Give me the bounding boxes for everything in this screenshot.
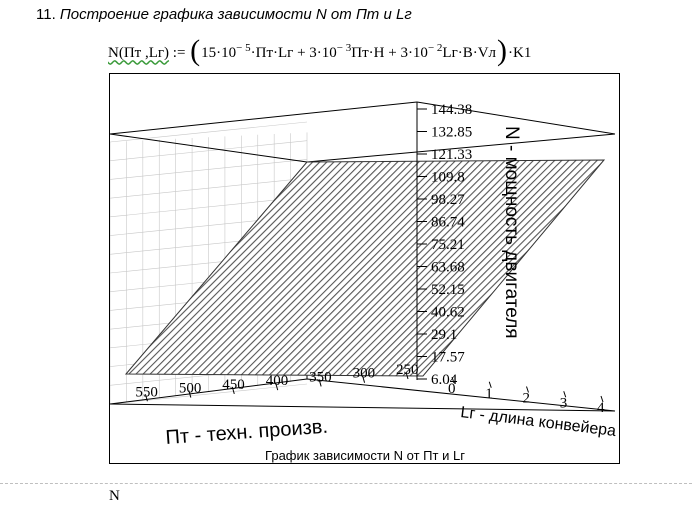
- z-tick-label: 86.74: [431, 215, 465, 231]
- surface-plane: [124, 159, 606, 377]
- x-tick: [405, 371, 409, 380]
- y-tick-label: 4: [597, 400, 605, 416]
- x-axis-title: Пт - техн. произв.: [165, 416, 329, 449]
- x-tick-label: 550: [135, 384, 158, 400]
- z-axis: 144.38 132.85 121.33 109.8 98.27 86.74 75.21 63…: [416, 102, 472, 388]
- z-tick-label: 29.1: [431, 327, 457, 343]
- formula-term-4: Lг·B·Vл: [442, 44, 497, 61]
- z-tick-label: 40.62: [431, 305, 465, 321]
- y-tick-label: 3: [560, 395, 568, 411]
- grid-line: [110, 159, 308, 180]
- region-divider: [0, 483, 692, 484]
- formula-region[interactable]: N(Пт ,Lг) := ( 15·10− 5 ·Пт·Lг + 3·10− 3…: [108, 36, 531, 70]
- y-tick: [563, 391, 567, 398]
- close-paren: ): [497, 34, 508, 67]
- surface-plot-region[interactable]: 144.38 132.85 121.33 109.8 98.27 86.74 75.21 63…: [109, 73, 620, 464]
- z-tick-label: 17.57: [431, 350, 465, 366]
- x-tick-label: 400: [266, 373, 289, 389]
- grid-line: [110, 140, 308, 162]
- x-tick: [275, 383, 279, 391]
- x-tick-label: 350: [309, 369, 332, 385]
- formula-tail: ·K1: [508, 44, 532, 61]
- x-axis: 0550500450400350300250: [135, 362, 419, 402]
- z-axis-title: N - мощность двигателя: [501, 126, 522, 339]
- x-tick-label: 450: [222, 377, 245, 393]
- x-tick: [231, 386, 235, 394]
- x-tick: [144, 394, 148, 402]
- next-math-region[interactable]: N: [109, 488, 120, 504]
- section-title: Построение графика зависимости N от Пт и…: [59, 6, 412, 23]
- formula-exp-2: − 3: [336, 42, 352, 54]
- z-tick-label: 144.38: [431, 102, 472, 118]
- z-tick-label: 121.33: [431, 147, 472, 163]
- y-tick-label: 0: [448, 381, 456, 397]
- z-tick-label: 75.21: [431, 237, 465, 253]
- surface-plot[interactable]: 144.38 132.85 121.33 109.8 98.27 86.74 75.21 63…: [110, 74, 620, 464]
- x-tick: [188, 390, 192, 398]
- z-tick-label: 109.8: [431, 170, 465, 186]
- box-edge: [306, 378, 616, 412]
- function-name: N(Пт ,Lг): [108, 44, 170, 61]
- grid-line: [110, 383, 308, 405]
- plot-box-back: [110, 101, 616, 379]
- box-edge: [110, 378, 308, 405]
- y-tick: [526, 386, 529, 393]
- section-heading: 11. Построение графика зависимости N от …: [36, 6, 412, 23]
- z-tick-label: 132.85: [431, 125, 472, 141]
- grid-line: [110, 177, 308, 199]
- assign-operator: :=: [172, 44, 186, 61]
- box-edge: [306, 133, 616, 163]
- box-edge: [110, 133, 308, 163]
- x-tick: [362, 375, 366, 383]
- y-axis: 0 1 2 3 4: [448, 376, 605, 416]
- box-edge: [110, 101, 418, 135]
- y-tick: [451, 376, 455, 384]
- box-edge: [416, 101, 616, 135]
- formula-term-3: Пт·H + 3·10: [351, 44, 428, 61]
- formula-exp-1: − 5: [236, 42, 251, 54]
- x-tick-label: 250: [396, 362, 419, 378]
- z-tick-label: 52.15: [431, 282, 465, 298]
- z-tick-label: 6.04: [431, 372, 458, 388]
- z-tick-label: 98.27: [431, 192, 465, 208]
- x-tick-label: 300: [353, 366, 376, 382]
- y-tick: [488, 381, 492, 388]
- formula-term-1: 15·10: [201, 44, 237, 61]
- plot-caption: График зависимости N от Пт и Lг: [265, 448, 465, 463]
- section-number: 11.: [36, 6, 56, 23]
- z-tick-label: 63.68: [431, 260, 465, 276]
- box-edge: [110, 403, 616, 412]
- y-tick-label: 1: [485, 386, 493, 402]
- x-tick: [318, 379, 322, 387]
- x-tick-label: 500: [179, 381, 202, 397]
- y-tick: [600, 395, 604, 403]
- formula-exp-3: − 2: [427, 42, 443, 54]
- y-tick-label: 2: [523, 391, 531, 407]
- formula-term-2: ·Пт·Lг + 3·10: [250, 44, 337, 61]
- open-paren: (: [190, 34, 201, 67]
